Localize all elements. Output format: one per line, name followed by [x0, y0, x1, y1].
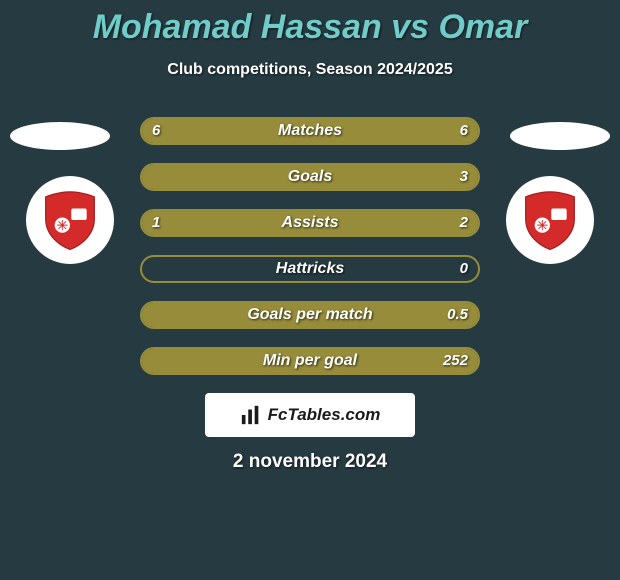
stat-label: Min per goal — [263, 347, 357, 375]
stat-row: 0.5 Goals per match — [140, 301, 480, 329]
shield-icon — [518, 188, 582, 252]
player-ellipse-left — [10, 122, 110, 150]
stat-label: Matches — [278, 117, 342, 145]
date-text: 2 november 2024 — [0, 451, 620, 473]
stat-value-right: 0.5 — [447, 301, 468, 329]
stat-label: Goals per match — [247, 301, 372, 329]
club-crest-left — [26, 176, 114, 264]
stat-value-right: 0 — [460, 255, 468, 283]
stat-row: 3 Goals — [140, 163, 480, 191]
attribution-text: FcTables.com — [268, 405, 381, 425]
club-crest-right — [506, 176, 594, 264]
stat-row: 0 Hattricks — [140, 255, 480, 283]
subtitle: Club competitions, Season 2024/2025 — [0, 61, 620, 79]
stat-value-right: 6 — [460, 117, 468, 145]
stat-value-left: 6 — [152, 117, 160, 145]
page-title: Mohamad Hassan vs Omar — [0, 0, 620, 47]
stat-value-left: 1 — [152, 209, 160, 237]
bar-chart-icon — [240, 404, 262, 426]
stat-value-right: 3 — [460, 163, 468, 191]
shield-icon — [38, 188, 102, 252]
stat-row: 1 2 Assists — [140, 209, 480, 237]
stat-value-right: 2 — [460, 209, 468, 237]
stat-row: 252 Min per goal — [140, 347, 480, 375]
stat-label: Hattricks — [276, 255, 344, 283]
stat-label: Goals — [288, 163, 332, 191]
stat-label: Assists — [282, 209, 339, 237]
stat-value-right: 252 — [443, 347, 468, 375]
stat-row: 6 6 Matches — [140, 117, 480, 145]
attribution-badge: FcTables.com — [205, 393, 415, 437]
player-ellipse-right — [510, 122, 610, 150]
